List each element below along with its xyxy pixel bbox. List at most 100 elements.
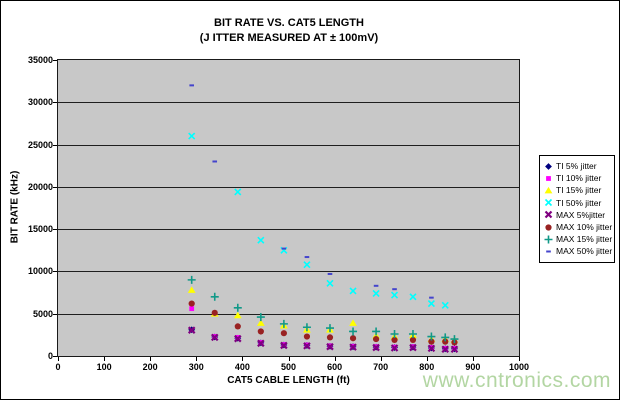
y-tick-label: 0 [47, 351, 53, 361]
data-point-xstar [303, 342, 311, 350]
data-point-plus [441, 333, 450, 342]
data-point-circle [428, 338, 435, 345]
data-point-x [390, 291, 399, 299]
legend-item: TI 10% jitter [543, 172, 611, 184]
data-point-dash [281, 247, 287, 250]
data-point-triangle [187, 286, 196, 293]
x-tick-label: 900 [465, 362, 481, 372]
data-point-dash [429, 296, 434, 299]
y-tick-label: 35000 [27, 55, 53, 65]
data-point-x [544, 199, 553, 207]
y-tick-label: 10000 [27, 266, 53, 277]
data-point-plus [210, 292, 219, 301]
data-point-circle [211, 309, 218, 316]
data-point-circle [280, 330, 287, 337]
x-tick-label: 0 [55, 362, 61, 372]
data-point-xstar [544, 211, 553, 219]
x-tick-label: 200 [142, 362, 158, 372]
legend-marker-x-icon [544, 199, 553, 207]
x-tick-mark [150, 357, 152, 361]
y-tick-mark [53, 186, 57, 188]
x-axis-title: CAT5 CABLE LENGTH (ft) [227, 375, 350, 386]
gridline [58, 145, 519, 146]
legend-item: MAX 5%jitter [543, 209, 611, 221]
data-point-triangle [256, 319, 265, 326]
legend-marker-square-icon [546, 175, 551, 181]
y-tick-mark [53, 313, 57, 315]
x-tick-mark [519, 357, 520, 361]
legend-label: MAX 10% jitter [556, 222, 613, 233]
x-tick-mark [104, 357, 106, 361]
data-point-triangle [233, 311, 242, 319]
data-point-xstar [210, 333, 219, 342]
y-tick-label: 15000 [27, 224, 53, 235]
x-tick-label: 300 [188, 362, 204, 372]
y-tick-label: 30000 [27, 97, 53, 108]
legend-item: MAX 50% jitter [543, 245, 612, 257]
data-point-circle [391, 336, 398, 344]
data-point-triangle [544, 186, 553, 194]
x-tick-label: 700 [373, 362, 389, 372]
data-point-plus [390, 330, 399, 339]
data-point-circle [442, 338, 449, 345]
y-tick-mark [53, 229, 57, 231]
data-point-x [427, 300, 435, 308]
legend-marker-triangle-icon [544, 186, 553, 194]
data-point-dash [546, 250, 551, 253]
data-point-x [234, 188, 242, 196]
data-point-xstar [349, 343, 357, 351]
scatter-points [187, 84, 459, 354]
data-point-x [441, 301, 449, 309]
data-point-circle [188, 300, 195, 307]
legend-label: TI 10% jitter [556, 173, 602, 184]
x-tick-label: 500 [280, 362, 297, 372]
data-point-xstar [187, 326, 196, 334]
data-point-plus [279, 319, 288, 328]
x-tick-label: 100 [96, 362, 112, 372]
x-tick-mark [380, 357, 382, 361]
data-point-x [257, 236, 265, 244]
gridline [58, 187, 519, 188]
data-point-xstar [390, 344, 399, 352]
y-tick-mark [53, 356, 57, 357]
data-point-dash [212, 160, 218, 163]
gridline [58, 271, 519, 272]
x-tick-label: 1000 [508, 362, 530, 372]
legend-label: MAX 5%jitter [556, 209, 606, 220]
x-tick-label: 400 [234, 362, 250, 372]
y-tick-label: 25000 [27, 139, 53, 150]
data-point-plus [408, 330, 417, 339]
y-tick-label: 20000 [27, 181, 53, 192]
data-point-xstar [372, 343, 380, 352]
data-point-dash [327, 272, 333, 275]
y-tick-mark [53, 102, 57, 104]
gridline [58, 314, 519, 315]
data-point-x [372, 289, 380, 297]
x-tick-mark [334, 357, 336, 361]
data-point-xstar [450, 345, 459, 354]
x-tick-label: 800 [419, 362, 435, 372]
data-point-circle [234, 323, 241, 330]
gridline [58, 102, 519, 103]
data-point-x [349, 287, 357, 295]
data-point-plus [450, 335, 459, 344]
data-point-circle [257, 328, 264, 335]
data-point-xstar [441, 345, 450, 354]
data-point-xstar [427, 344, 436, 353]
data-point-circle [326, 334, 334, 341]
legend-label: MAX 15% jitter [556, 234, 613, 245]
data-point-xstar [257, 339, 265, 348]
data-point-x [409, 293, 417, 301]
data-point-square [189, 306, 195, 312]
data-point-plus [256, 313, 265, 322]
data-point-xstar [409, 343, 417, 352]
data-point-plus [372, 327, 381, 336]
legend-marker-xstar-icon [544, 211, 553, 219]
x-tick-mark [472, 357, 474, 361]
x-tick-mark [58, 357, 59, 361]
data-point-xstar [326, 342, 334, 351]
data-point-circle [303, 333, 311, 340]
data-point-plus [349, 327, 358, 336]
legend-item: MAX 15% jitter [543, 233, 613, 245]
